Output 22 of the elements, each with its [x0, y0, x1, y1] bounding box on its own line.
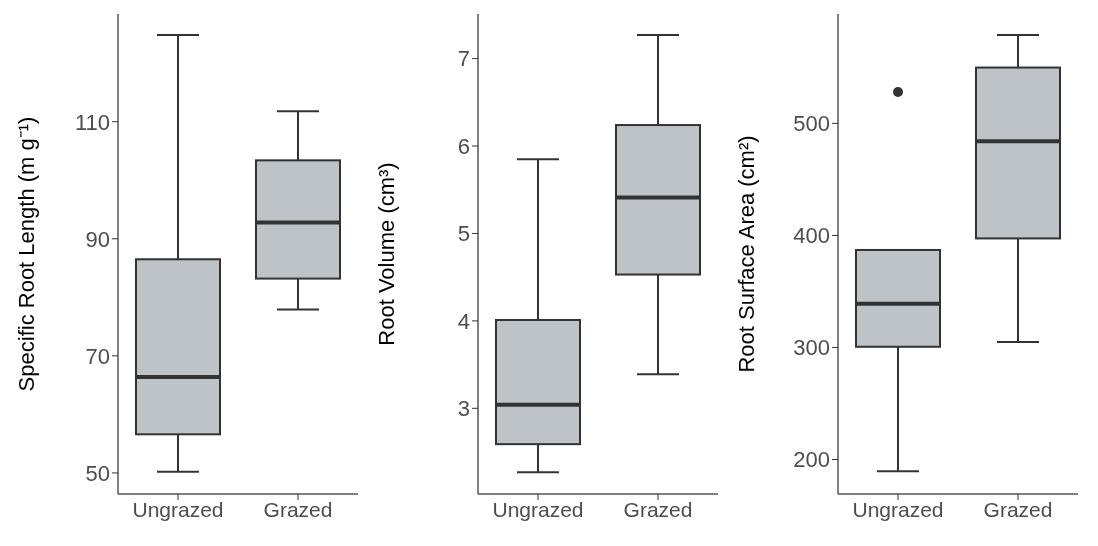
- y-tick-label: 5: [457, 221, 470, 247]
- y-tick-label: 50: [85, 460, 110, 486]
- y-tick-label: 3: [457, 396, 470, 422]
- y-tick-label: 4: [457, 308, 470, 334]
- y-axis-title: Root Volume (cm³): [373, 162, 399, 346]
- y-tick-label: 110: [74, 109, 110, 135]
- x-tick-label: Grazed: [623, 497, 693, 521]
- y-tick-label: 70: [85, 343, 110, 369]
- x-tick-label: Ungrazed: [132, 497, 224, 521]
- x-tick-label: Grazed: [263, 497, 333, 521]
- x-tick-label: Grazed: [983, 497, 1053, 521]
- y-tick-label: 6: [457, 133, 470, 159]
- y-tick-label: 90: [85, 226, 110, 252]
- y-tick-label: 300: [793, 335, 830, 361]
- x-tick-label: Ungrazed: [492, 497, 584, 521]
- y-axis-title: Specific Root Length (m g⁻¹): [13, 116, 39, 392]
- y-tick-label: 200: [793, 447, 830, 473]
- x-tick-label: Ungrazed: [852, 497, 944, 521]
- y-tick-label: 500: [793, 111, 830, 137]
- y-tick-label: 400: [793, 223, 830, 249]
- y-axis-title: Root Surface Area (cm²): [733, 135, 759, 373]
- y-tick-label: 7: [457, 46, 470, 72]
